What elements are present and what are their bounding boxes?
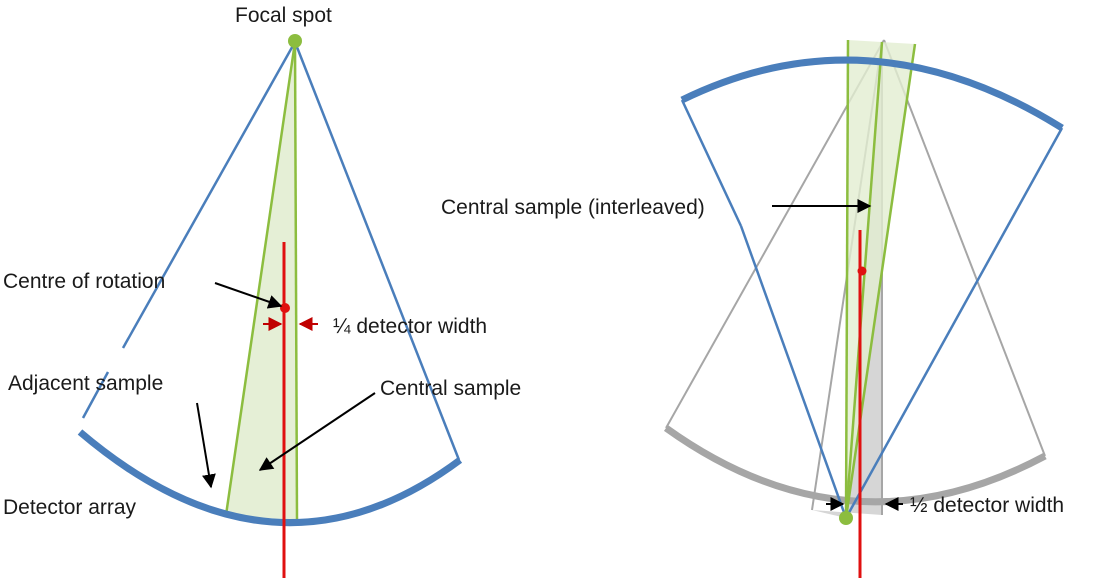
central-sample-pointer bbox=[258, 392, 376, 471]
focal-spot-label: Focal spot bbox=[235, 4, 332, 27]
adjacent-sample-ray bbox=[224, 41, 297, 516]
fan-edge-right bbox=[844, 127, 1064, 519]
centre-of-rotation-pointer bbox=[214, 282, 283, 309]
adjacent-sample-pointer bbox=[196, 402, 216, 489]
fan-edge-right bbox=[293, 41, 461, 461]
quarter-detector-width-label: ¼ detector width bbox=[333, 315, 487, 338]
centre-of-rotation-dot bbox=[280, 303, 290, 313]
detector-array-top bbox=[680, 56, 1064, 131]
opposed-detector-arc bbox=[663, 425, 1047, 506]
interleaved-ray-mid bbox=[844, 41, 884, 519]
adjacent-sample-label: Adjacent sample bbox=[8, 372, 163, 395]
interleaved-ray-right bbox=[844, 43, 917, 519]
interleaved-ray-vertical bbox=[844, 39, 850, 519]
detector-array bbox=[77, 429, 463, 527]
central-sample-ray bbox=[293, 41, 299, 521]
right-panel: Central sample (interleaved) ½ detector … bbox=[441, 39, 1064, 578]
centre-of-rotation-label: Centre of rotation bbox=[3, 270, 165, 293]
half-detector-width-label: ½ detector width bbox=[910, 494, 1064, 517]
fan-edge-left-lower bbox=[739, 225, 848, 519]
fan-edge-left bbox=[121, 41, 297, 349]
fan-edge-left-upper bbox=[680, 99, 743, 227]
focal-spot-dot-right bbox=[839, 511, 853, 525]
left-panel: Focal spot Centre of rotation ¼ detector… bbox=[3, 4, 521, 578]
central-sample-interleaved-label: Central sample (interleaved) bbox=[441, 196, 705, 219]
fan-edge-left-lower bbox=[81, 371, 110, 419]
centre-of-rotation-dot-right bbox=[857, 266, 867, 276]
central-sample-label: Central sample bbox=[380, 377, 521, 400]
focal-spot-dot bbox=[288, 34, 302, 48]
opposed-fan-edge-right bbox=[883, 39, 1046, 457]
detector-array-label: Detector array bbox=[3, 496, 137, 519]
